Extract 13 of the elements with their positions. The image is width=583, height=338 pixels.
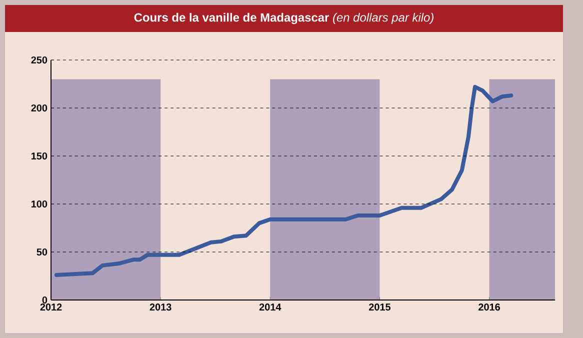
y-tick-label: 50 (36, 248, 48, 256)
x-tick-label: 2015 (368, 304, 391, 311)
y-tick-label: 0 (42, 296, 48, 304)
x-tick-label: 2016 (478, 304, 500, 311)
x-tick-label: 2012 (40, 304, 62, 311)
x-tick-label: 2014 (259, 304, 282, 311)
chart-title: Cours de la vanille de Madagascar (en dollars par kilo) (134, 12, 434, 24)
line-series (54, 84, 514, 278)
y-tick-label: 250 (31, 56, 48, 64)
y-tick-label: 200 (31, 104, 48, 112)
y-tick-label: 100 (31, 200, 48, 208)
y-tick-label: 150 (31, 152, 48, 160)
x-tick-label: 2013 (150, 304, 172, 311)
